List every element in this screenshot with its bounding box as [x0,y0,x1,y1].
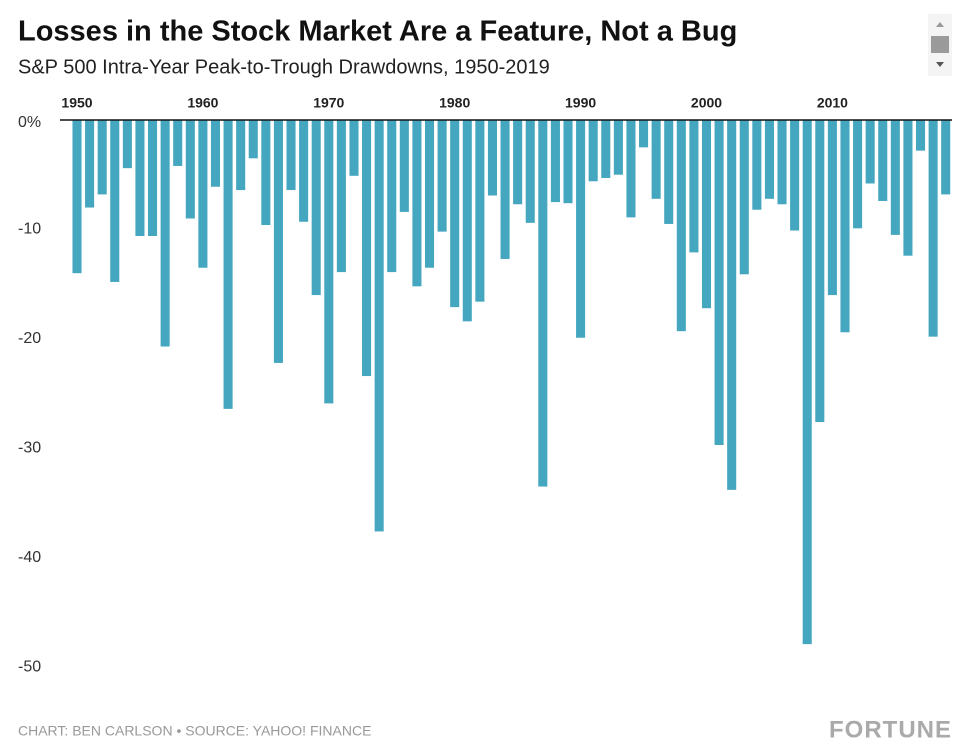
bar [173,120,183,166]
bar [739,120,749,275]
bar [827,120,837,296]
bar [135,120,145,236]
bar [802,120,812,645]
bar [261,120,271,226]
bar [890,120,900,235]
bar [122,120,132,169]
bar [72,120,82,274]
scroll-thumb[interactable] [931,36,949,53]
bar [273,120,283,363]
bar [563,120,573,204]
bar [210,120,221,187]
bar [626,120,636,218]
bar [362,120,372,377]
bar [664,120,674,224]
source-note: CHART: BEN CARLSON • SOURCE: YAHOO! FINA… [18,723,371,739]
bar [513,120,523,205]
bar [915,120,926,151]
bar [236,120,246,191]
y-tick-label: 0% [18,114,41,131]
bar [538,120,548,487]
x-tick-label: 1970 [313,95,344,111]
x-tick-label: 2000 [691,95,722,111]
bar [903,120,913,256]
bar [248,120,258,159]
bar [299,120,309,222]
x-tick-label: 1950 [61,95,92,111]
bar [374,120,384,532]
bar [349,120,359,176]
bar [941,120,951,195]
bar [324,120,334,404]
bar [878,120,888,201]
bar [500,120,510,259]
x-tick-label: 2010 [817,95,848,111]
bar [336,120,346,273]
bar [148,120,158,236]
bar [714,120,724,445]
scrollbar[interactable] [928,14,952,76]
bar [424,120,435,268]
x-tick-label: 1960 [187,95,218,111]
bar [576,120,586,338]
bar [437,120,447,232]
bar [475,120,485,302]
chart-title: Losses in the Stock Market Are a Feature… [18,16,737,48]
x-tick-label: 1980 [439,95,470,111]
bar [387,120,397,273]
bar [840,120,850,333]
bar [185,120,195,219]
scroll-down[interactable] [936,62,944,67]
bar [525,120,535,223]
bar [928,120,938,337]
bar [853,120,863,229]
bar [462,120,472,322]
bar [412,120,422,287]
y-tick-label: -30 [18,439,41,456]
bar [815,120,825,423]
bar [223,120,233,409]
logo: FORTUNE [829,716,952,743]
y-tick-label: -20 [18,330,41,347]
y-tick-label: -10 [18,221,41,238]
bar [601,120,611,178]
bar [689,120,699,253]
bar [97,120,107,195]
bar [639,120,649,148]
bar [198,120,208,268]
bar [588,120,598,182]
bar [676,120,686,332]
bar [160,120,170,347]
bar [85,120,95,208]
bar [790,120,800,231]
scroll-up[interactable] [936,22,944,27]
bar [311,120,321,296]
bar [487,120,497,196]
y-tick-label: -40 [18,549,41,566]
chart-subtitle: S&P 500 Intra-Year Peak-to-Trough Drawdo… [18,56,550,78]
x-tick-label: 1990 [565,95,596,111]
bar [450,120,460,308]
bar [110,120,120,282]
bar [651,120,661,199]
bar [286,120,296,191]
bar [752,120,762,210]
bar [764,120,774,199]
bar [701,120,712,309]
y-tick-label: -50 [18,658,41,675]
bar [727,120,737,490]
bar [550,120,560,203]
bar [613,120,623,175]
bar [399,120,409,212]
bar [865,120,875,184]
bar [777,120,787,205]
